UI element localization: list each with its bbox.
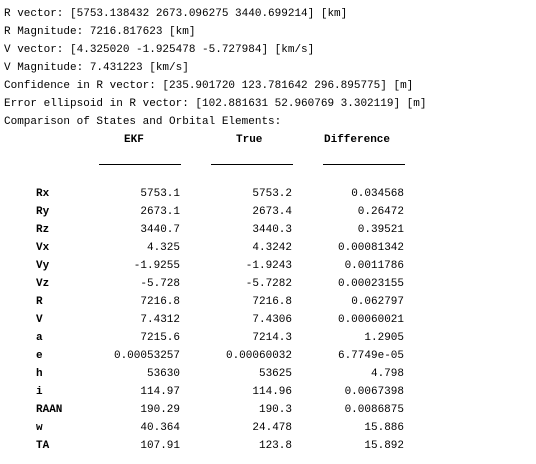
header-true: True [236, 134, 263, 146]
ekf-value: 3440.7 [140, 224, 180, 236]
ekf-value: 4.325 [146, 242, 180, 254]
rule-difference [323, 164, 405, 165]
true-value: 114.96 [252, 386, 292, 398]
diff-value: 15.886 [364, 422, 404, 434]
ekf-value: 114.97 [140, 386, 180, 398]
diff-value: 0.0011786 [344, 260, 404, 272]
confidence-line: Confidence in R vector: [235.901720 123.… [4, 80, 414, 92]
ekf-value: 190.29 [140, 404, 180, 416]
diff-value: 0.00081342 [337, 242, 404, 254]
diff-value: 4.798 [370, 368, 404, 380]
true-value: 53625 [258, 368, 292, 380]
true-value: 7.4306 [252, 314, 292, 326]
diff-value: 0.0067398 [344, 386, 404, 398]
row-label: V [36, 314, 43, 326]
diff-value: 0.062797 [351, 296, 404, 308]
ekf-value: -5.728 [140, 278, 180, 290]
comparison-title-line: Comparison of States and Orbital Element… [4, 116, 282, 128]
true-value: -5.7282 [245, 278, 292, 290]
ekf-value: 5753.1 [140, 188, 180, 200]
row-label: Rz [36, 224, 50, 236]
true-value: 5753.2 [252, 188, 292, 200]
row-label: Ry [36, 206, 50, 218]
row-label: h [36, 368, 43, 380]
diff-value: 15.892 [364, 440, 404, 452]
ekf-value: 2673.1 [140, 206, 180, 218]
diff-value: 0.39521 [357, 224, 404, 236]
ekf-value: 7216.8 [140, 296, 180, 308]
v-magnitude-line: V Magnitude: 7.431223 [km/s] [4, 62, 189, 74]
header-ekf: EKF [124, 134, 144, 146]
error-ellipsoid-line: Error ellipsoid in R vector: [102.881631… [4, 98, 427, 110]
true-value: 0.00060032 [225, 350, 292, 362]
true-value: 2673.4 [252, 206, 292, 218]
row-label: R [36, 296, 43, 308]
row-label: e [36, 350, 43, 362]
diff-value: 0.00023155 [337, 278, 404, 290]
true-value: 7216.8 [252, 296, 292, 308]
true-value: 3440.3 [252, 224, 292, 236]
ekf-value: 40.364 [140, 422, 180, 434]
v-vector-line: V vector: [4.325020 -1.925478 -5.727984]… [4, 44, 315, 56]
row-label: RAAN [36, 404, 63, 416]
true-value: 24.478 [252, 422, 292, 434]
diff-value: 0.0086875 [344, 404, 404, 416]
r-magnitude-line: R Magnitude: 7216.817623 [km] [4, 26, 196, 38]
diff-value: 6.7749e-05 [337, 350, 404, 362]
row-label: w [36, 422, 43, 434]
diff-value: 0.034568 [351, 188, 404, 200]
r-vector-line: R vector: [5753.138432 2673.096275 3440.… [4, 8, 348, 20]
ekf-value: -1.9255 [133, 260, 180, 272]
true-value: 190.3 [258, 404, 292, 416]
header-difference: Difference [324, 134, 391, 146]
true-value: -1.9243 [245, 260, 292, 272]
ekf-value: 7215.6 [140, 332, 180, 344]
row-label: Vx [36, 242, 50, 254]
row-label: i [36, 386, 43, 398]
diff-value: 1.2905 [364, 332, 404, 344]
rule-ekf [99, 164, 181, 165]
row-label: Vz [36, 278, 50, 290]
row-label: Vy [36, 260, 50, 272]
ekf-value: 0.00053257 [113, 350, 180, 362]
true-value: 7214.3 [252, 332, 292, 344]
row-label: TA [36, 440, 50, 452]
ekf-value: 7.4312 [140, 314, 180, 326]
true-value: 4.3242 [252, 242, 292, 254]
ekf-value: 107.91 [140, 440, 180, 452]
ekf-value: 53630 [146, 368, 180, 380]
rule-true [211, 164, 293, 165]
diff-value: 0.00060021 [337, 314, 404, 326]
diff-value: 0.26472 [357, 206, 404, 218]
row-label: a [36, 332, 43, 344]
true-value: 123.8 [258, 440, 292, 452]
row-label: Rx [36, 188, 50, 200]
